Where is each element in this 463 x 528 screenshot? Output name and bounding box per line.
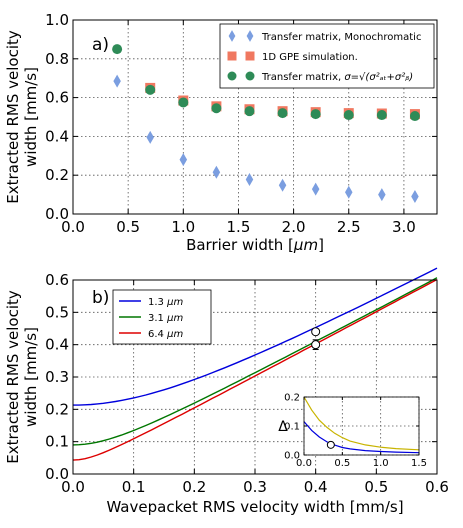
inset-ytick-label: 0.1 [284, 422, 300, 433]
panel-b-series-line [73, 267, 438, 406]
legend-label: Transfer matrix, Monochromatic [261, 32, 421, 43]
inset-xtick-label: 1.5 [411, 458, 427, 469]
panel-a-point-diamond [146, 130, 154, 144]
panel-a-point-circle [244, 106, 255, 117]
panel-b-xtick-label: 0.6 [425, 478, 449, 496]
panel-a-point-circle [211, 103, 222, 114]
panel-b-point [311, 327, 321, 337]
panel-a-marks [112, 44, 420, 204]
panel-b-ytick-label: 0.3 [45, 368, 69, 386]
panel-b-ylabel-line1: Extracted RMS velocity [4, 290, 22, 464]
panel-b-ytick-label: 0.0 [45, 465, 69, 483]
inset-point [326, 440, 335, 449]
panel-b-xtick-label: 0.2 [182, 478, 206, 496]
legend-marker-diamond [246, 30, 254, 42]
inset-ticks: 0.0 0.5 1.0 1.5 0.0 0.1 0.2 [284, 393, 427, 470]
inset-series-line [303, 396, 420, 451]
panel-a-point-circle [376, 110, 387, 121]
panel-a-label: a) [92, 35, 109, 55]
panel-a-xtick-label: 0.5 [116, 218, 140, 236]
panel-a-point-circle [409, 111, 420, 122]
panel-a-xlabel: Barrier width [μm] [186, 236, 324, 254]
panel-a-ytick-label: 0.8 [45, 50, 69, 68]
panel-a-xtick-label: 2.5 [337, 218, 361, 236]
inset-ytick-label: 0.0 [284, 451, 300, 462]
legend-marker-square [245, 51, 255, 61]
panel-a-xtick-label: 3.0 [392, 218, 416, 236]
panel-a-point-diamond [278, 178, 287, 192]
panel-b-xtick-label: 0.5 [364, 478, 388, 496]
panel-a-point-circle [310, 109, 321, 120]
panel-a-point-circle [145, 84, 156, 95]
panel-b-series-line [72, 278, 438, 461]
legend-marker-circle [227, 71, 237, 81]
panel-a-xtick-label: 0.0 [61, 218, 85, 236]
panel-a-xtick-label: 2.0 [282, 218, 306, 236]
panel-a-ticks: 0.0 0.5 1.0 1.5 2.0 2.5 3.0 0.0 0.2 0.4 0.6 0.8 1.0 [45, 11, 437, 236]
panel-a-point-diamond [179, 153, 188, 167]
inset-xtick-label: 0.5 [334, 458, 350, 469]
panel-a-point-circle [277, 108, 288, 119]
panel-b-xtick-label: 0.4 [304, 478, 328, 496]
legend-label: Transfer matrix, σ=√(σ²ₐₜ+σ²ᵦ) [261, 72, 413, 83]
legend-label: 3.1 μm [148, 313, 183, 324]
panel-b-point [311, 340, 321, 350]
inset-ylabel: Δ [278, 419, 288, 435]
panel-a-ylabel-line1: Extracted RMS velocity [4, 30, 22, 204]
panel-b-inset: 0.0 0.5 1.0 1.5 0.0 0.1 0.2 Δ [278, 393, 427, 470]
panel-b-ticks: 0.0 0.1 0.2 0.3 0.4 0.5 0.60.00.10.20.30.40.50… [45, 271, 449, 496]
panel-b-ytick-label: 0.6 [45, 271, 69, 289]
panel-b-xtick-label: 0.0 [61, 478, 85, 496]
legend-marker-square [227, 51, 237, 61]
legend-box [219, 23, 435, 89]
panel-a-xtick-label: 1.5 [227, 218, 251, 236]
panel-a-frame [72, 19, 438, 215]
panel-b-points [311, 327, 321, 351]
panel-b-ylabel-line2: width [mm/s] [22, 327, 40, 427]
inset-lines [303, 396, 420, 454]
panel-a-point-diamond [212, 165, 221, 179]
panel-a-point-circle [343, 110, 354, 121]
panel-a-point-diamond [345, 185, 353, 199]
panel-b-lines [72, 267, 438, 461]
panel-b-label: b) [92, 288, 109, 308]
panel-b-xtick-label: 0.3 [243, 478, 267, 496]
inset-series-line [303, 421, 420, 454]
panel-a-xtick-label: 1.0 [171, 218, 195, 236]
panel-a-legend: Transfer matrix, Monochromatic 1D GPE sim… [219, 23, 435, 89]
panel-b-ytick-label: 0.4 [45, 336, 69, 354]
inset-xtick-label: 0.0 [296, 458, 312, 469]
panel-b-xtick-label: 0.1 [122, 478, 146, 496]
panel-b-ytick-label: 0.5 [45, 303, 69, 321]
panel-a-ytick-label: 0.4 [45, 127, 69, 145]
inset-xtick-label: 1.0 [373, 458, 389, 469]
legend-label: 1D GPE simulation. [262, 52, 358, 63]
panel-a-ytick-label: 0.0 [45, 205, 69, 223]
panel-a: 0.0 0.5 1.0 1.5 2.0 2.5 3.00.00.20.40.60.81.0 … [4, 11, 438, 254]
panel-b-legend: 1.3 μm 3.1 μm 6.4 μm [112, 289, 212, 345]
panel-a-point-diamond [113, 74, 121, 88]
panel-b-xlabel: Wavepacket RMS velocity width [mm/s] [106, 498, 403, 516]
panel-a-point-circle [178, 97, 189, 108]
panel-b-ytick-label: 0.2 [45, 400, 69, 418]
panel-a-ytick-label: 0.6 [45, 89, 69, 107]
panel-a-point-diamond [311, 182, 320, 196]
panel-b-series-line [72, 277, 438, 446]
panel-a-point-diamond [378, 188, 386, 202]
legend-label: 1.3 μm [148, 297, 183, 308]
panel-b: 0.0 0.1 0.2 0.3 0.4 0.5 0.60.00.10.20.30.40.50… [4, 267, 449, 516]
inset-ytick-label: 0.2 [284, 393, 300, 404]
legend-marker-circle [245, 71, 255, 81]
panel-a-point-circle [112, 44, 123, 55]
panel-a-point-diamond [245, 172, 254, 186]
legend-label: 6.4 μm [148, 329, 183, 340]
panel-a-ytick-label: 1.0 [45, 11, 69, 29]
legend-marker-diamond [228, 30, 236, 42]
panel-a-ytick-label: 0.2 [45, 166, 69, 184]
panel-a-point-diamond [411, 190, 419, 204]
panel-a-ylabel-line2: width [mm/s] [22, 67, 40, 167]
panel-b-ytick-label: 0.1 [45, 433, 69, 451]
